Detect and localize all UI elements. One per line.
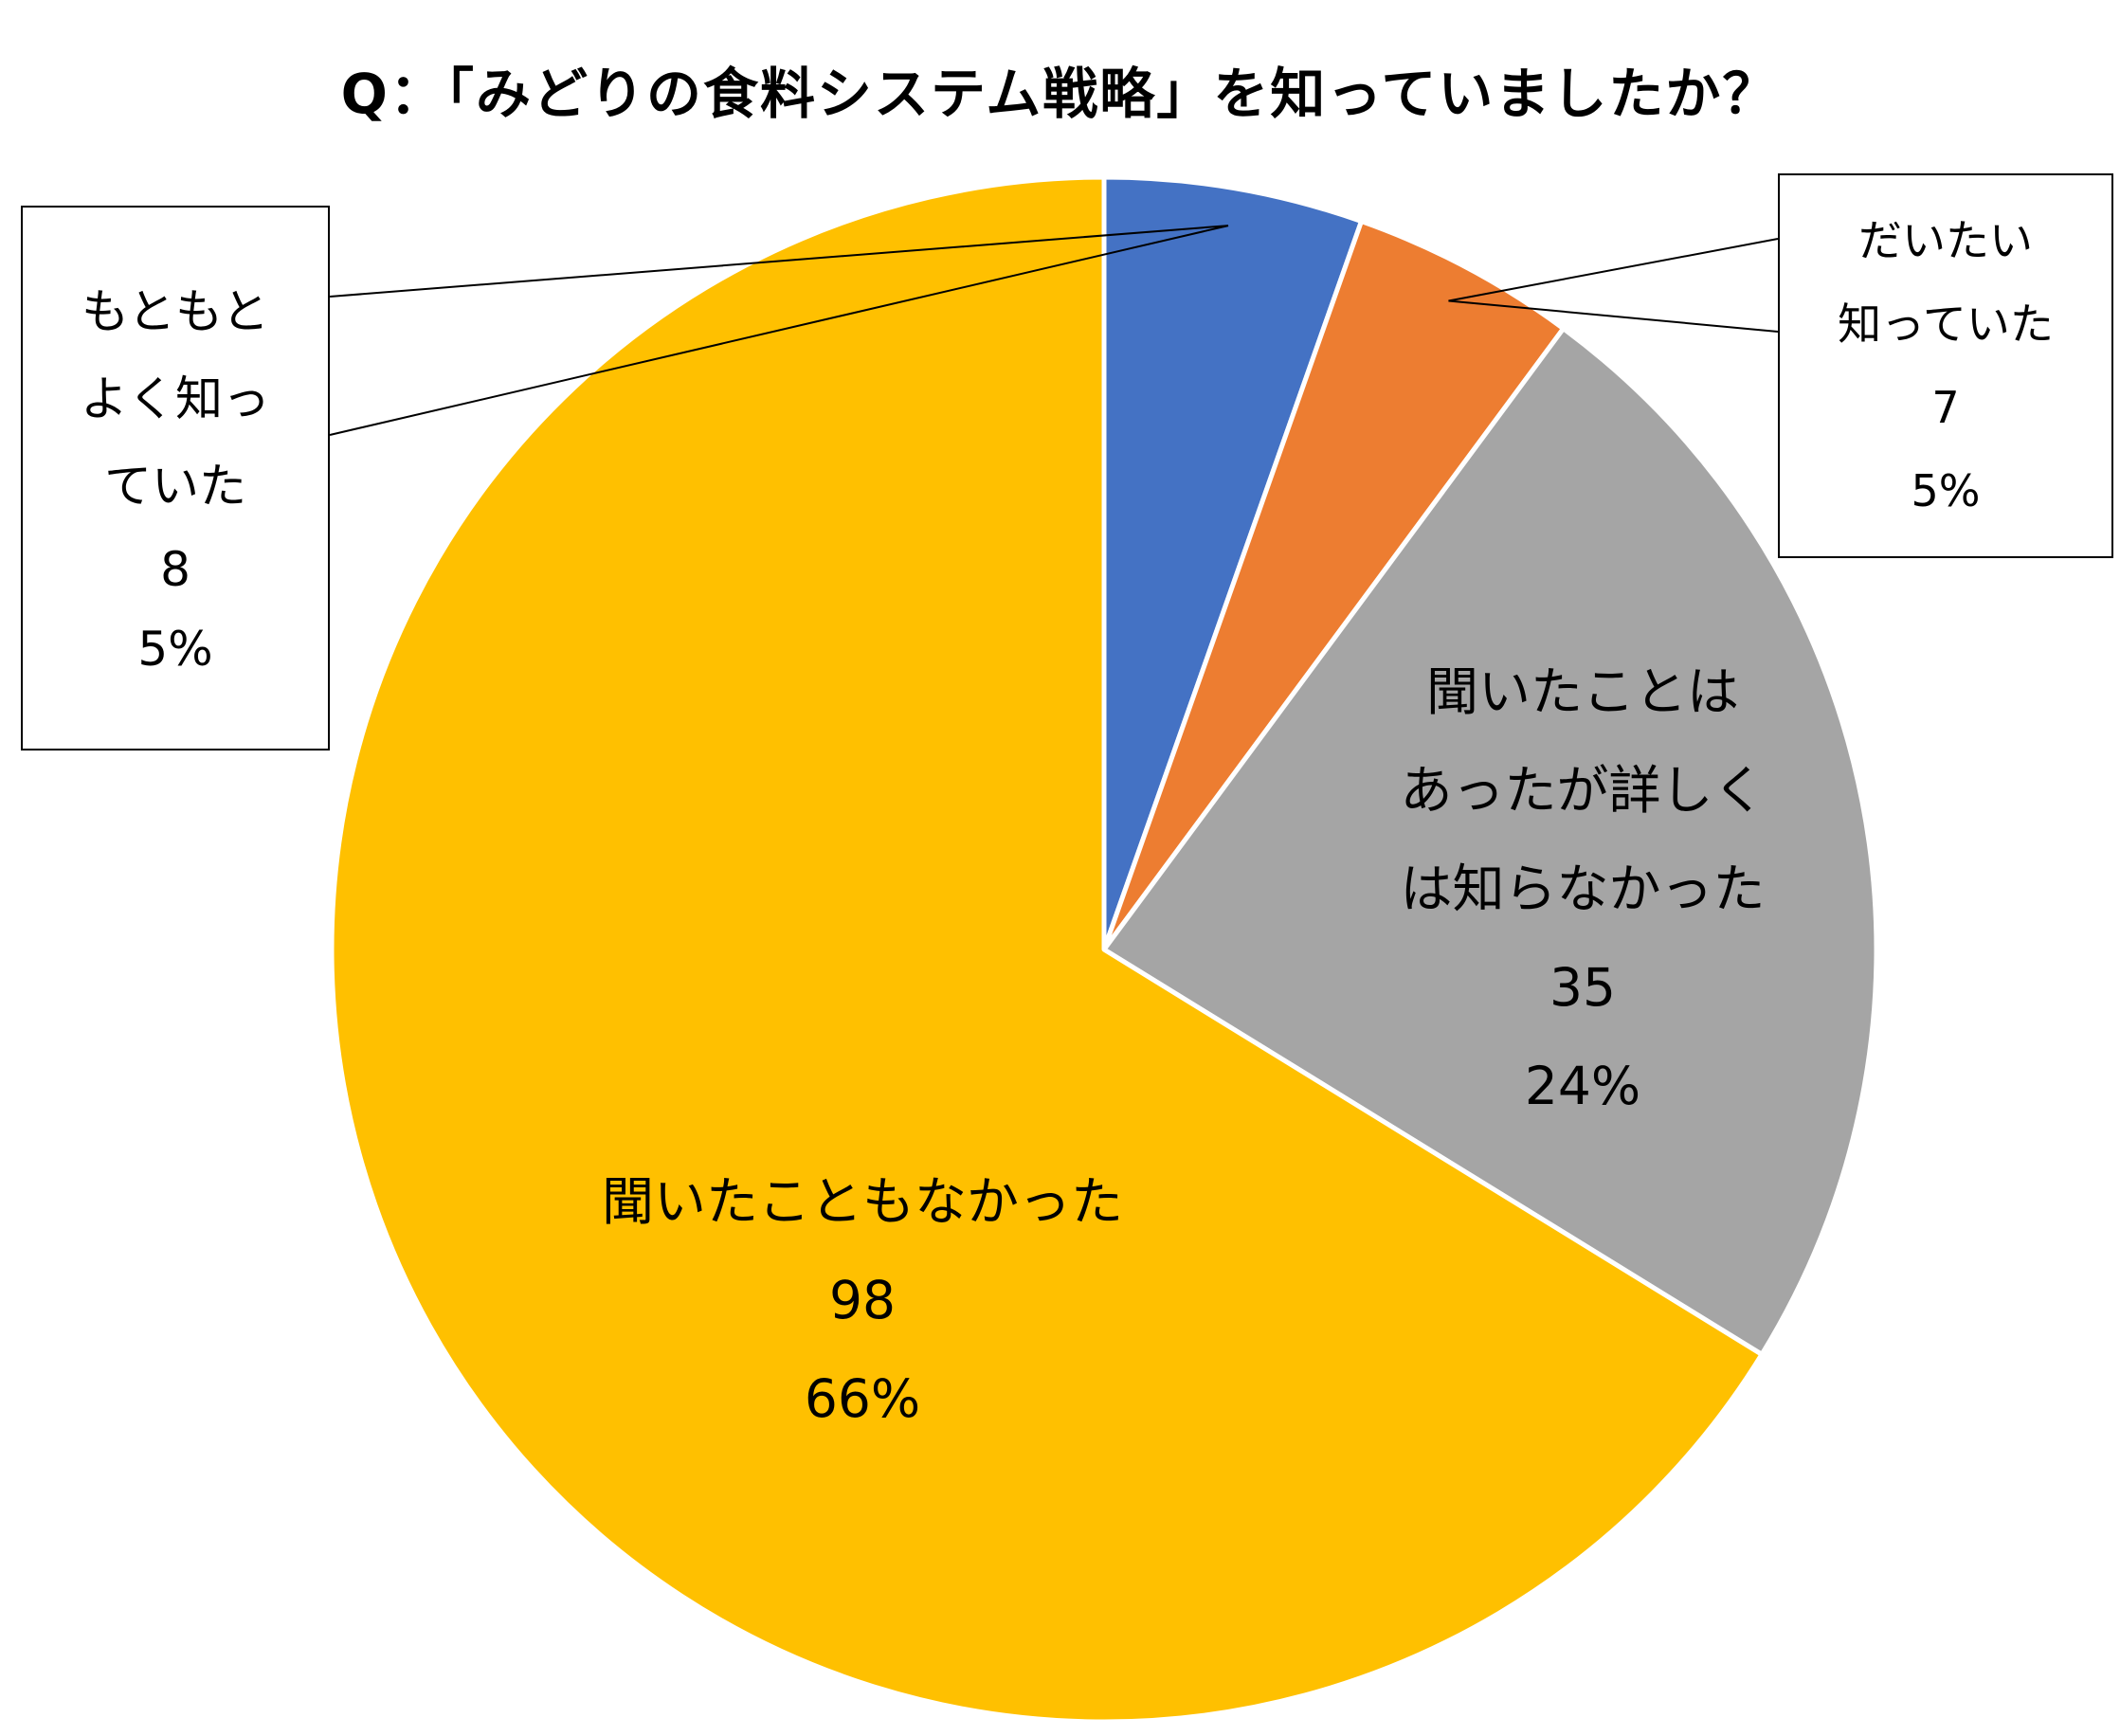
pie-slice-1 — [1101, 219, 1567, 952]
slice-3-label-line-1: 聞いたこともなかった — [601, 1171, 1123, 1232]
leader-line-slice-1 — [1448, 238, 1779, 333]
slice-0-label-line-3: ていた — [104, 458, 246, 514]
slice-3-percent: 66% — [804, 1368, 921, 1429]
slice-2-label-line-1: 聞いたことは — [1425, 661, 1739, 722]
slice-2-label-line-3: は知らなかった — [1400, 859, 1766, 919]
slice-0-count: 8 — [160, 541, 190, 597]
slice-2-percent: 24% — [1524, 1056, 1641, 1116]
callout-box-slice-1: だいたい 知っていた 7 5% — [1778, 173, 2113, 558]
pie-slice-0 — [1101, 174, 1365, 952]
slice-1-count: 7 — [1931, 382, 1960, 433]
slice-1-percent: 5% — [1911, 465, 1981, 516]
slice-2-label-line-2: あったが詳しく — [1400, 760, 1766, 821]
slice-1-label-line-2: 知っていた — [1838, 298, 2054, 350]
leader-line-slice-0 — [329, 225, 1229, 436]
slice-1-label-line-1: だいたい — [1858, 215, 2033, 266]
pie-slice-3 — [329, 174, 1765, 1725]
slice-2-count: 35 — [1549, 957, 1616, 1018]
pie-slice-2 — [1101, 326, 1879, 1357]
chart-title: Q：「みどりの食料システム戦略」を知っていましたか？ — [340, 62, 1780, 126]
slice-0-label-line-2: よく知っ — [81, 371, 270, 426]
slice-0-label-line-1: もともと — [82, 283, 269, 339]
slice-3-count: 98 — [829, 1270, 896, 1330]
slice-3-data-label: 聞いたこともなかった 98 66% — [512, 1152, 1213, 1448]
slice-0-percent: 5% — [137, 621, 213, 677]
slice-2-data-label: 聞いたことは あったが詳しく は知らなかった 35 24% — [1346, 642, 1820, 1135]
callout-box-slice-0: もともと よく知っ ていた 8 5% — [21, 206, 330, 750]
